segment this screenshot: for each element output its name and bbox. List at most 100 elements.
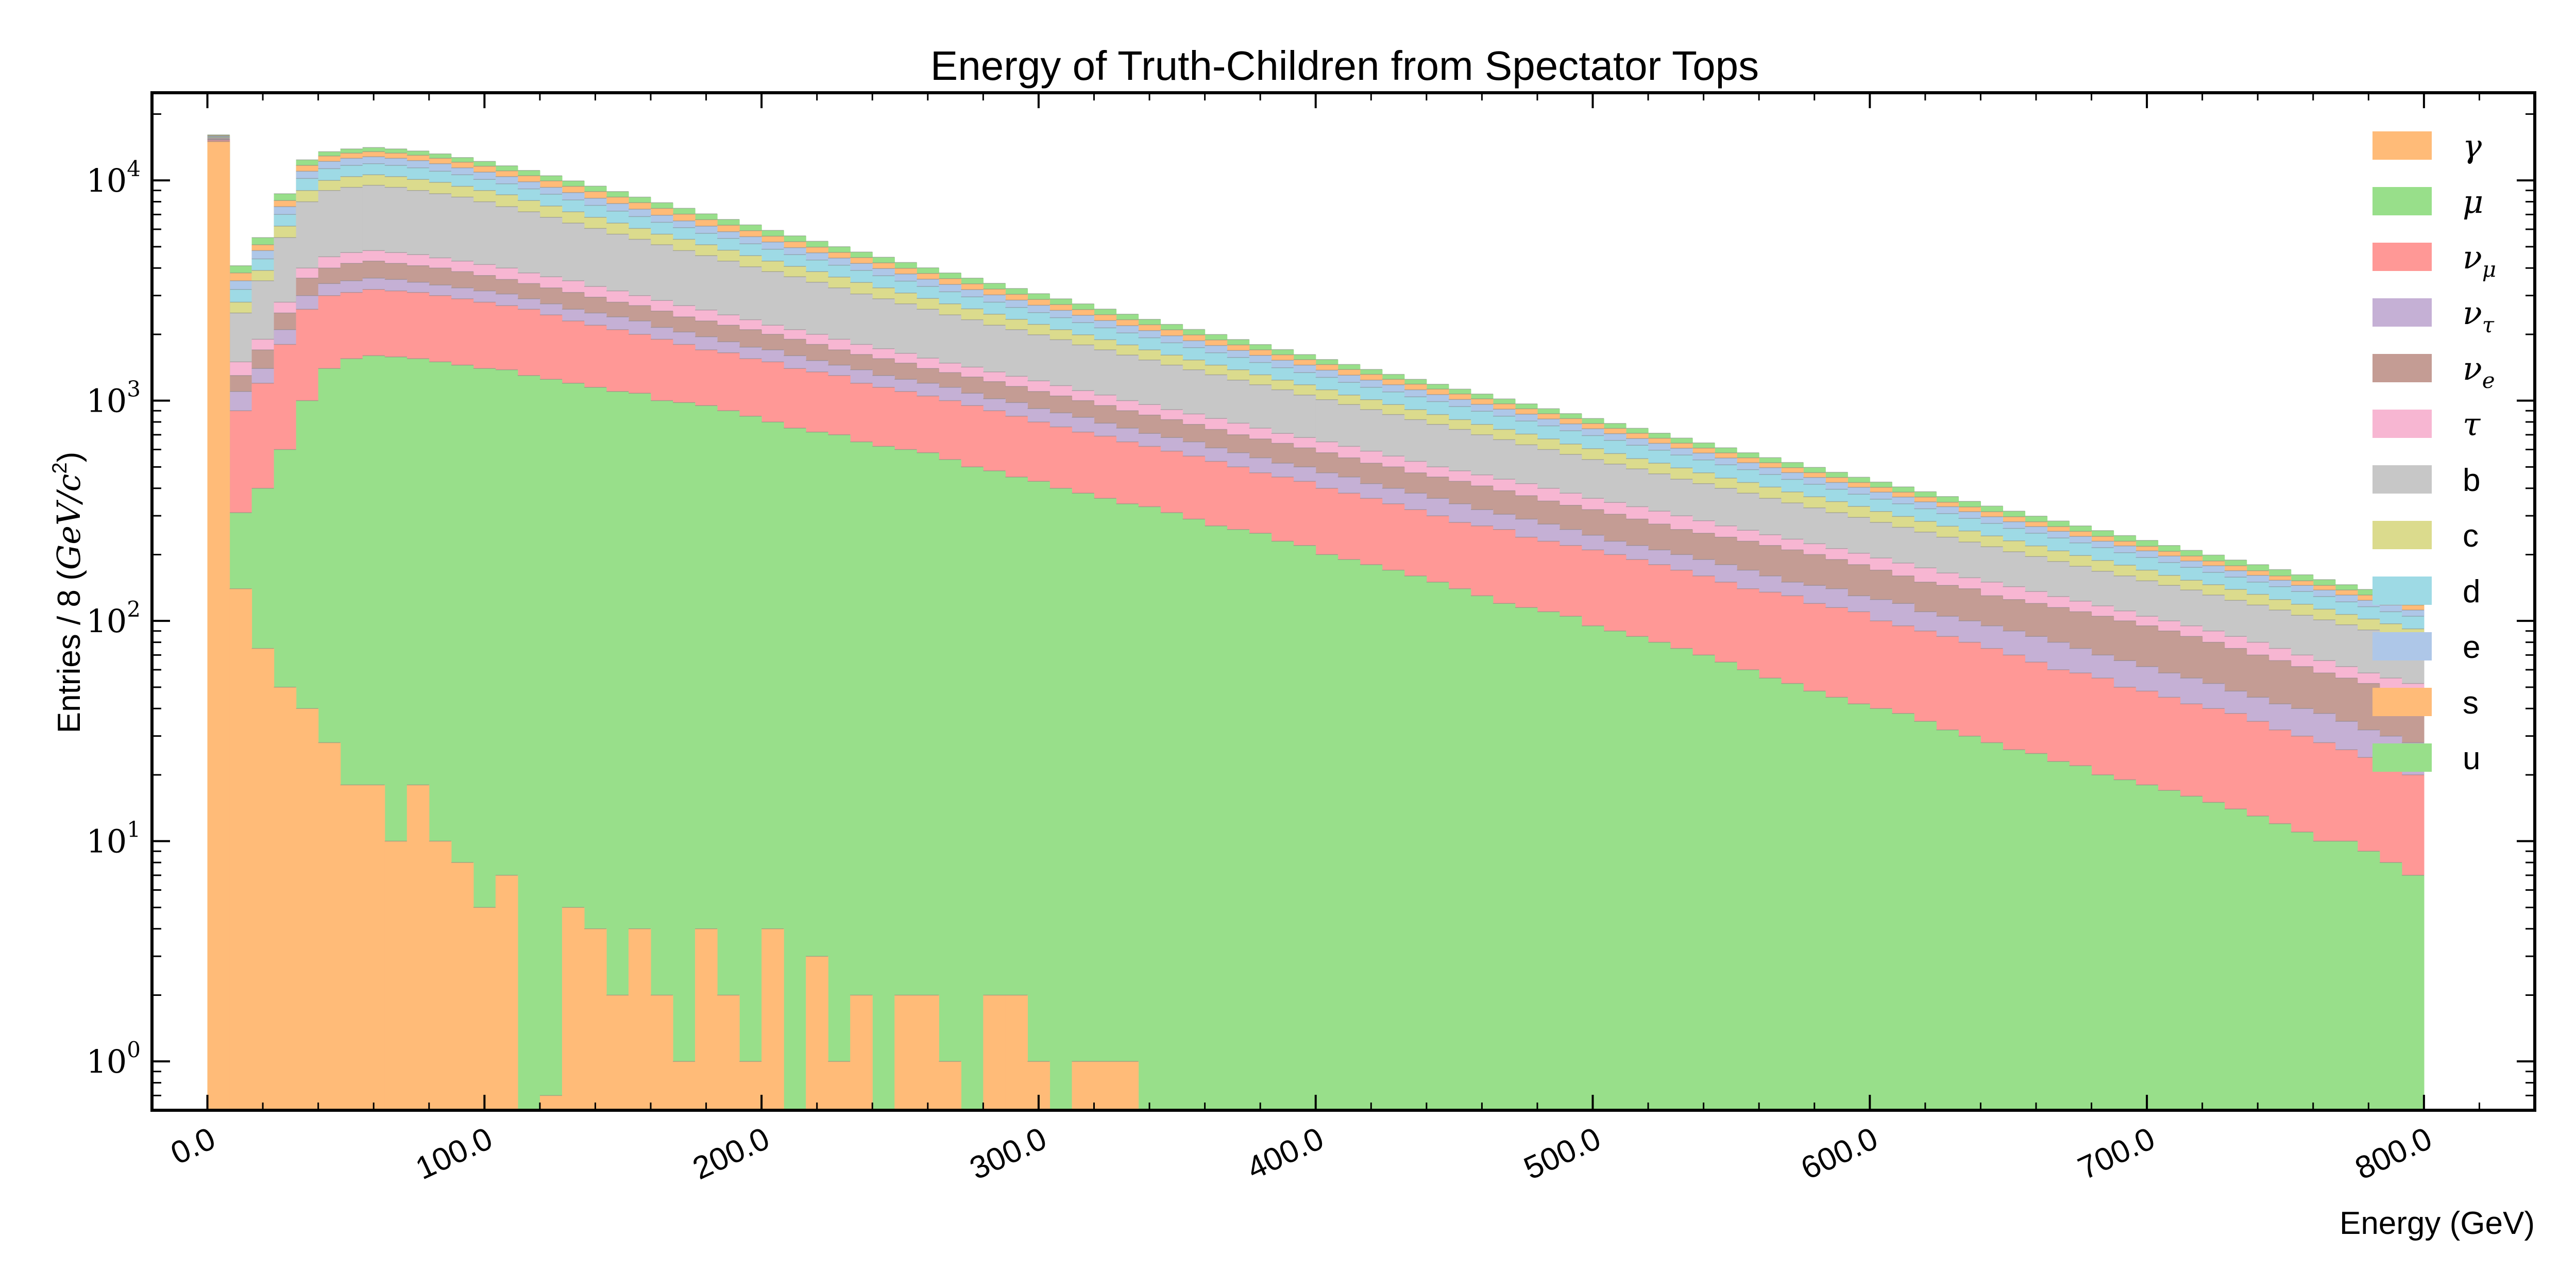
bar xyxy=(1892,713,1914,1110)
bar xyxy=(1692,655,1715,1110)
y-axis-label: Entries / 8 (GeV/c2) xyxy=(48,452,88,734)
legend-swatch xyxy=(2372,465,2432,494)
bar xyxy=(2158,790,2181,1110)
legend-swatch xyxy=(2372,298,2432,327)
bar xyxy=(917,995,939,1110)
x-tick-label: 0.0 xyxy=(165,1121,221,1172)
bar xyxy=(318,742,341,1110)
bar xyxy=(2357,851,2380,1110)
bar xyxy=(1715,662,1737,1110)
bar xyxy=(207,141,230,1111)
y-tick-label: 102 xyxy=(86,597,141,640)
bar xyxy=(828,434,851,1110)
bar xyxy=(2224,809,2247,1110)
bar xyxy=(539,379,563,1111)
bar xyxy=(429,841,452,1110)
bar xyxy=(2335,841,2358,1110)
bar xyxy=(651,400,673,1110)
bar xyxy=(606,391,629,1111)
bar xyxy=(2003,750,2026,1110)
bar xyxy=(1648,642,1671,1110)
bar xyxy=(1315,554,1338,1110)
legend-label: c xyxy=(2463,518,2479,554)
bar xyxy=(1249,533,1272,1110)
bar xyxy=(673,402,696,1110)
bar xyxy=(1205,526,1228,1110)
bar xyxy=(1493,603,1516,1110)
bar xyxy=(2202,802,2225,1110)
x-tick-label: 400.0 xyxy=(1242,1121,1329,1187)
bar xyxy=(1182,519,1206,1111)
bar xyxy=(1404,575,1427,1110)
bar xyxy=(894,995,917,1110)
legend-swatch xyxy=(2372,410,2432,438)
y-tick-label: 104 xyxy=(86,156,141,199)
bar xyxy=(1426,582,1449,1110)
bar xyxy=(495,875,518,1110)
bar xyxy=(1470,596,1494,1110)
legend-label: s xyxy=(2463,685,2479,721)
bar xyxy=(2091,774,2114,1110)
x-tick-label: 700.0 xyxy=(2073,1121,2160,1187)
bar xyxy=(739,1061,762,1110)
bar xyxy=(362,785,385,1110)
series-outline xyxy=(207,140,2424,775)
bar xyxy=(872,446,895,1110)
legend-swatch xyxy=(2372,743,2432,772)
x-tick-label: 300.0 xyxy=(964,1121,1052,1187)
bar xyxy=(717,995,740,1110)
bar xyxy=(1582,625,1604,1110)
bar xyxy=(1848,704,1870,1110)
bar xyxy=(517,375,540,1111)
legend-label: ντ xyxy=(2463,294,2495,337)
legend-swatch xyxy=(2372,521,2432,549)
bar xyxy=(1737,669,1759,1110)
bar xyxy=(2136,785,2159,1110)
y-tick-label: 103 xyxy=(86,377,141,420)
x-tick-label: 800.0 xyxy=(2350,1121,2437,1187)
bar xyxy=(1138,506,1161,1110)
series-outline xyxy=(207,139,2424,743)
legend-label: u xyxy=(2463,741,2480,776)
bar xyxy=(1914,721,1937,1110)
bar xyxy=(1781,683,1804,1110)
legend-swatch xyxy=(2372,187,2432,215)
bar xyxy=(1072,493,1095,1110)
bar xyxy=(673,1061,696,1110)
bar xyxy=(584,928,607,1110)
bar xyxy=(784,428,806,1110)
bar xyxy=(451,862,474,1110)
series-0-bars xyxy=(207,141,1139,1111)
series-outline xyxy=(207,135,2424,611)
bar xyxy=(406,785,430,1110)
bar xyxy=(1094,498,1117,1110)
legend-swatch xyxy=(2372,131,2432,160)
bar xyxy=(939,1061,961,1110)
bar xyxy=(1803,691,1826,1110)
bar xyxy=(1160,513,1183,1110)
x-tick-label: 600.0 xyxy=(1795,1121,1883,1187)
bar xyxy=(473,907,496,1110)
legend-swatch xyxy=(2372,688,2432,716)
bar xyxy=(384,841,408,1110)
legend-label: μ xyxy=(2463,183,2483,221)
bar xyxy=(939,460,961,1110)
y-axis-ticks: 100 101 102 103 104 xyxy=(86,113,2535,1111)
bar xyxy=(761,928,784,1110)
x-tick-label: 100.0 xyxy=(410,1121,498,1187)
series-outline xyxy=(207,138,2424,684)
bar xyxy=(2401,875,2425,1110)
bar xyxy=(1116,503,1139,1111)
bar xyxy=(2047,761,2070,1110)
bar xyxy=(1626,636,1649,1110)
series-outline xyxy=(207,139,2424,698)
bar xyxy=(828,1061,851,1110)
series-outline xyxy=(207,137,2424,630)
bar xyxy=(739,416,762,1110)
bar xyxy=(850,995,873,1110)
bar xyxy=(2069,766,2092,1110)
x-tick-label: 200.0 xyxy=(687,1121,775,1187)
legend-label: νe xyxy=(2463,350,2495,393)
